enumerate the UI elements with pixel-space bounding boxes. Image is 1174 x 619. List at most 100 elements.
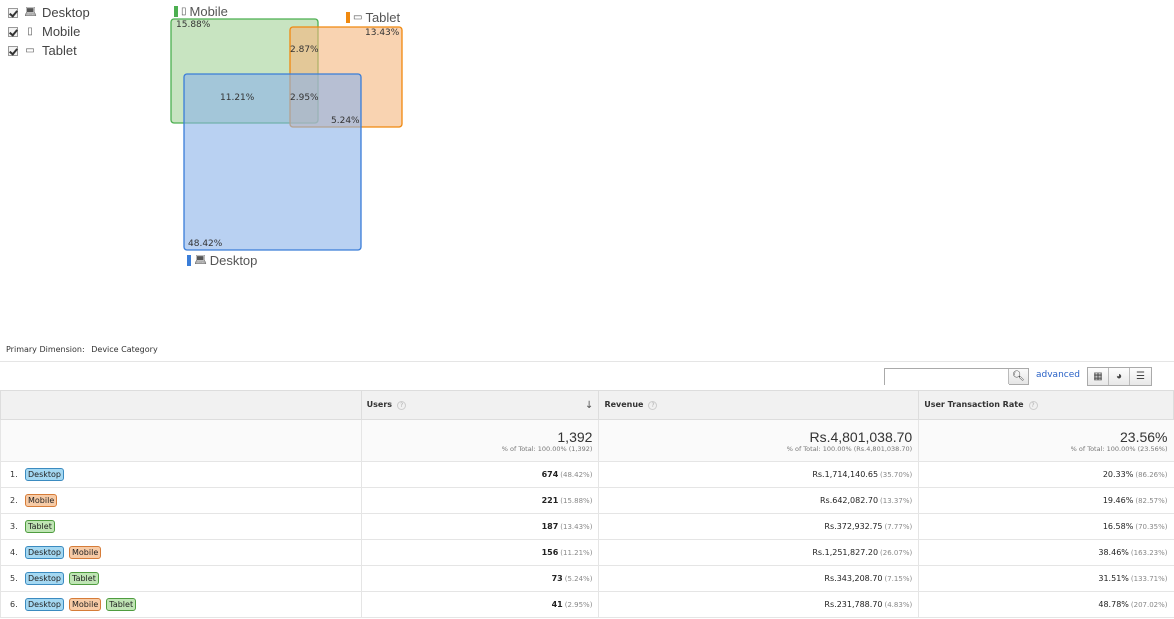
revenue-value: Rs.1,251,827.20 bbox=[812, 548, 879, 557]
row-users: 221 (15.88%) bbox=[360, 487, 599, 514]
totals-dimension bbox=[0, 419, 362, 462]
venn-label-text: Desktop bbox=[209, 253, 258, 268]
utr-pct: (86.26%) bbox=[1135, 471, 1168, 479]
row-number: 3. bbox=[10, 522, 18, 531]
row-utr: 19.46% (82.57%) bbox=[918, 487, 1174, 514]
segment-chip-desktop[interactable]: Desktop bbox=[25, 598, 64, 611]
help-icon[interactable]: ? bbox=[648, 401, 658, 410]
users-pct: (11.21%) bbox=[560, 549, 593, 557]
row-utr: 38.46% (163.23%) bbox=[918, 539, 1174, 566]
bar-view-icon[interactable]: ☰ bbox=[1130, 368, 1151, 385]
device-legend: 💻︎ Desktop ▯ Mobile ▭ Tablet bbox=[8, 3, 90, 60]
search-icon[interactable]: 🔍︎ bbox=[1008, 369, 1028, 384]
help-icon[interactable]: ? bbox=[1028, 401, 1038, 410]
tablet-swatch bbox=[346, 12, 350, 23]
checkbox-mobile[interactable] bbox=[8, 26, 18, 37]
help-icon[interactable]: ? bbox=[397, 400, 407, 410]
header-utr[interactable]: User Transaction Rate? bbox=[918, 390, 1174, 420]
venn-diagram: ▯ Mobile ▭ Tablet 💻︎ Desktop 15.88% 13.4… bbox=[0, 0, 420, 280]
utr-pct: (82.57%) bbox=[1135, 497, 1168, 505]
legend-item-desktop[interactable]: 💻︎ Desktop bbox=[8, 3, 90, 22]
primary-dimension-value[interactable]: Device Category bbox=[91, 345, 158, 354]
row-revenue: Rs.1,251,827.20 (26.07%) bbox=[598, 539, 919, 566]
row-utr: 31.51% (133.71%) bbox=[918, 565, 1174, 592]
table-row: 3. Tablet 187 (13.43%) Rs.372,932.75 (7.77%) 1… bbox=[0, 513, 1174, 540]
legend-item-mobile[interactable]: ▯ Mobile bbox=[8, 22, 90, 41]
row-utr: 20.33% (86.26%) bbox=[918, 461, 1174, 488]
segment-chip-mobile[interactable]: Mobile bbox=[69, 598, 102, 611]
users-pct: (2.95%) bbox=[564, 601, 593, 609]
totals-utr-value: 23.56% bbox=[1120, 428, 1168, 445]
laptop-icon: 💻︎ bbox=[24, 7, 37, 18]
row-revenue: Rs.642,082.70 (13.37%) bbox=[598, 487, 919, 514]
header-revenue[interactable]: Revenue? bbox=[598, 390, 920, 420]
primary-dimension: Primary Dimension: Device Category bbox=[6, 345, 158, 354]
row-number: 5. bbox=[10, 574, 18, 583]
advanced-link[interactable]: advanced bbox=[1036, 370, 1080, 380]
row-number: 4. bbox=[10, 548, 18, 557]
tablet-icon: ▭ bbox=[353, 12, 363, 23]
utr-pct: (133.71%) bbox=[1130, 575, 1168, 583]
totals-utr-sub: % of Total: 100.00% (23.56%) bbox=[1070, 444, 1168, 453]
revenue-value: Rs.642,082.70 bbox=[819, 496, 879, 505]
sort-desc-icon[interactable]: ↓ bbox=[585, 399, 594, 411]
segment-chip-desktop[interactable]: Desktop bbox=[25, 468, 64, 481]
phone-icon: ▯ bbox=[181, 6, 187, 17]
totals-users-sub: % of Total: 100.00% (1,392) bbox=[501, 444, 593, 453]
revenue-pct: (4.83%) bbox=[884, 601, 913, 609]
row-number: 1. bbox=[10, 470, 18, 479]
totals-row: 1,392 % of Total: 100.00% (1,392) Rs.4,8… bbox=[0, 419, 1174, 462]
revenue-value: Rs.343,208.70 bbox=[824, 574, 883, 583]
users-value: 674 bbox=[541, 470, 559, 479]
totals-revenue-sub: % of Total: 100.00% (Rs.4,801,038.70) bbox=[786, 444, 913, 453]
utr-value: 48.78% bbox=[1098, 600, 1129, 609]
segment-chip-mobile[interactable]: Mobile bbox=[69, 546, 102, 559]
row-dimension: 1. Desktop bbox=[0, 461, 362, 488]
utr-pct: (207.02%) bbox=[1130, 601, 1168, 609]
phone-icon: ▯ bbox=[27, 26, 33, 37]
row-revenue: Rs.1,714,140.65 (35.70%) bbox=[598, 461, 919, 488]
table-row: 1. Desktop 674 (48.42%) Rs.1,714,140.65 (35.7… bbox=[0, 461, 1174, 488]
row-revenue: Rs.372,932.75 (7.77%) bbox=[598, 513, 919, 540]
search-input[interactable] bbox=[885, 372, 1009, 387]
legend-label: Tablet bbox=[42, 43, 77, 58]
row-dimension: 5. Desktop Tablet bbox=[0, 565, 362, 592]
header-users[interactable]: Users? ↓ bbox=[360, 390, 600, 420]
segment-chip-tablet[interactable]: Tablet bbox=[69, 572, 99, 585]
users-value: 156 bbox=[541, 548, 559, 557]
checkbox-desktop[interactable] bbox=[8, 7, 18, 18]
segment-chip-tablet[interactable]: Tablet bbox=[25, 520, 55, 533]
checkbox-tablet[interactable] bbox=[8, 45, 18, 56]
utr-value: 31.51% bbox=[1098, 574, 1129, 583]
pct-mobile-only: 15.88% bbox=[176, 20, 211, 30]
view-switcher: ▦ ◕ ☰ bbox=[1087, 367, 1152, 386]
venn-label-tablet: ▭ Tablet bbox=[346, 10, 400, 25]
venn-label-text: Mobile bbox=[189, 4, 228, 19]
users-value: 221 bbox=[541, 496, 559, 505]
users-pct: (5.24%) bbox=[564, 575, 593, 583]
header-dimension bbox=[0, 390, 362, 420]
row-users: 73 (5.24%) bbox=[360, 565, 599, 592]
utr-value: 20.33% bbox=[1102, 470, 1134, 479]
users-value: 73 bbox=[551, 574, 563, 583]
pie-view-icon[interactable]: ◕ bbox=[1109, 368, 1130, 385]
revenue-pct: (7.15%) bbox=[884, 575, 913, 583]
segment-chip-desktop[interactable]: Desktop bbox=[25, 546, 64, 559]
row-dimension: 4. Desktop Mobile bbox=[0, 539, 362, 566]
mobile-swatch bbox=[174, 6, 178, 17]
utr-value: 19.46% bbox=[1102, 496, 1134, 505]
segment-chip-mobile[interactable]: Mobile bbox=[25, 494, 58, 507]
revenue-value: Rs.231,788.70 bbox=[824, 600, 883, 609]
tablet-icon: ▭ bbox=[25, 45, 35, 56]
row-revenue: Rs.231,788.70 (4.83%) bbox=[598, 591, 919, 618]
table-view-icon[interactable]: ▦ bbox=[1088, 368, 1109, 385]
legend-item-tablet[interactable]: ▭ Tablet bbox=[8, 41, 90, 60]
row-dimension: 3. Tablet bbox=[0, 513, 362, 540]
segment-chip-tablet[interactable]: Tablet bbox=[106, 598, 137, 611]
utr-value: 16.58% bbox=[1102, 522, 1134, 531]
revenue-pct: (7.77%) bbox=[884, 523, 913, 531]
segment-chip-desktop[interactable]: Desktop bbox=[25, 572, 64, 585]
users-pct: (48.42%) bbox=[560, 471, 593, 479]
laptop-icon: 💻︎ bbox=[194, 255, 207, 266]
primary-dimension-label: Primary Dimension: bbox=[6, 345, 85, 354]
